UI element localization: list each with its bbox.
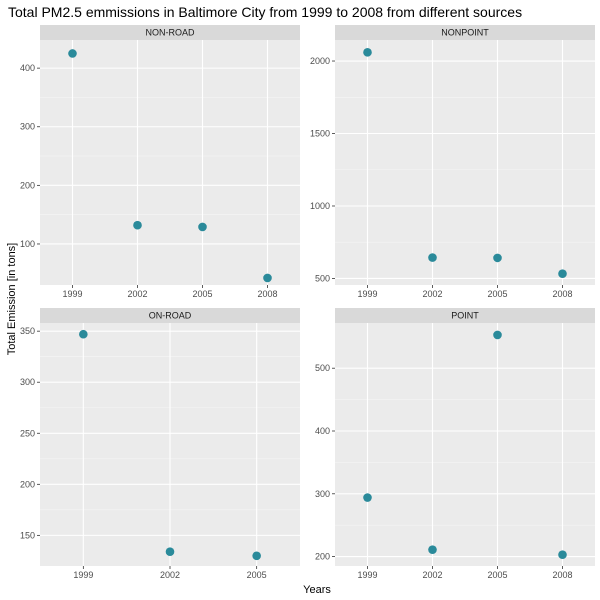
data-point	[68, 49, 77, 58]
x-tick-label: 2008	[552, 289, 572, 299]
data-point	[198, 222, 207, 232]
x-tick-label: 2005	[247, 570, 267, 580]
y-tick-label: 500	[315, 363, 330, 373]
y-tick-label: 300	[315, 489, 330, 499]
y-tick-label: 200	[315, 552, 330, 562]
panel-background	[40, 40, 300, 285]
data-point	[428, 253, 437, 262]
y-tick-label: 350	[20, 326, 35, 336]
x-axis-label: Years	[303, 584, 331, 596]
y-tick-label: 300	[20, 377, 35, 387]
data-point	[493, 330, 502, 340]
x-tick-label: 1999	[73, 570, 93, 580]
y-tick-label: 1500	[310, 129, 330, 139]
x-tick-label: 2008	[552, 570, 572, 580]
chart-title: Total PM2.5 emmissions in Baltimore City…	[8, 4, 522, 20]
x-tick-label: 2002	[422, 570, 442, 580]
data-point	[363, 48, 372, 57]
x-tick-label: 1999	[357, 289, 377, 299]
x-tick-label: 1999	[357, 570, 377, 580]
data-point	[79, 329, 88, 339]
y-tick-label: 500	[315, 273, 330, 283]
y-tick-label: 100	[20, 239, 35, 249]
y-axis-label: Total Emission [in tons]	[6, 243, 18, 356]
data-point	[252, 551, 261, 561]
x-tick-label: 2005	[192, 289, 212, 299]
data-point	[428, 545, 437, 554]
y-tick-label: 250	[20, 428, 35, 438]
data-point	[558, 550, 567, 559]
facet-strip	[335, 308, 595, 323]
y-tick-label: 150	[20, 530, 35, 540]
data-point	[493, 253, 502, 263]
y-tick-label: 400	[315, 426, 330, 436]
x-tick-label: 2002	[127, 289, 147, 299]
y-tick-label: 400	[20, 63, 35, 73]
facet-on-road: ON-ROAD 150 200 250 300 350 1999 2002 2005	[20, 308, 300, 580]
panel-background	[335, 40, 595, 285]
facet-strip-label: POINT	[451, 311, 479, 321]
y-tick-label: 1000	[310, 201, 330, 211]
data-point	[165, 547, 175, 557]
y-tick-label: 2000	[310, 56, 330, 66]
facet-strip-label: NON-ROAD	[146, 28, 195, 38]
x-tick-label: 2002	[422, 289, 442, 299]
facet-strip-label: NONPOINT	[441, 28, 489, 38]
data-point	[133, 220, 142, 230]
facet-non-road: NON-ROAD 100 200 300 400 1999 2002 2005 2008	[20, 25, 300, 299]
facet-strip	[335, 25, 595, 40]
facet-nonpoint: NONPOINT 500 1000 1500 2000 1999 2002 2005 2008	[310, 25, 595, 299]
panel-background	[335, 323, 595, 566]
y-tick-label: 300	[20, 122, 35, 132]
x-tick-label: 2008	[257, 289, 277, 299]
facet-strip	[40, 308, 300, 323]
y-tick-label: 200	[20, 180, 35, 190]
data-point	[558, 269, 567, 278]
facet-strip	[40, 25, 300, 40]
x-tick-label: 1999	[62, 289, 82, 299]
facet-point: POINT 200 300 400 500 1999 2002 2005 2008	[315, 308, 595, 580]
data-point	[363, 493, 372, 502]
data-point	[263, 273, 272, 283]
x-tick-label: 2002	[160, 570, 180, 580]
facet-strip-label: ON-ROAD	[149, 311, 192, 321]
x-tick-label: 2005	[487, 570, 507, 580]
x-tick-label: 2005	[487, 289, 507, 299]
y-tick-label: 200	[20, 479, 35, 489]
